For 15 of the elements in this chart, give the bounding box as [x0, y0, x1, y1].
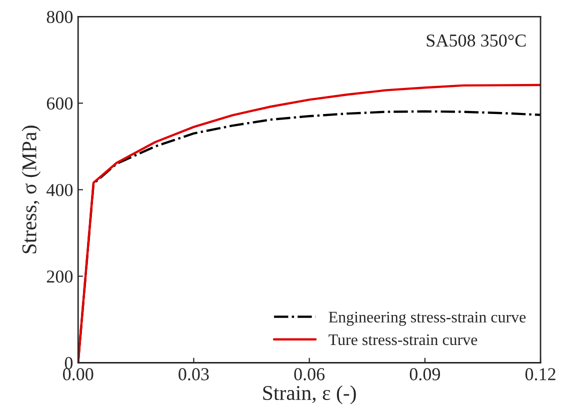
x-tick-label: 0.09	[410, 368, 440, 380]
y-tick-label: 800	[46, 10, 73, 24]
x-tick-label: 0.12	[525, 368, 556, 380]
y-axis-title: Stress, σ (MPa)	[22, 126, 41, 254]
x-tick-label: 0.03	[178, 368, 209, 380]
y-tick-label: 400	[46, 184, 73, 196]
legend-label: Engineering stress-strain curve	[328, 312, 526, 326]
x-tick-label: 0.06	[294, 368, 325, 380]
legend-label: Ture stress-strain curve	[328, 334, 478, 346]
y-tick-label: 0	[64, 357, 73, 370]
annotation: SA508 350°C	[426, 34, 526, 47]
y-tick-label: 200	[46, 270, 73, 283]
x-axis-title: Strain, ε (-)	[263, 385, 356, 404]
y-tick-label: 600	[46, 97, 73, 110]
x-tick-label: 0.00	[63, 368, 94, 380]
